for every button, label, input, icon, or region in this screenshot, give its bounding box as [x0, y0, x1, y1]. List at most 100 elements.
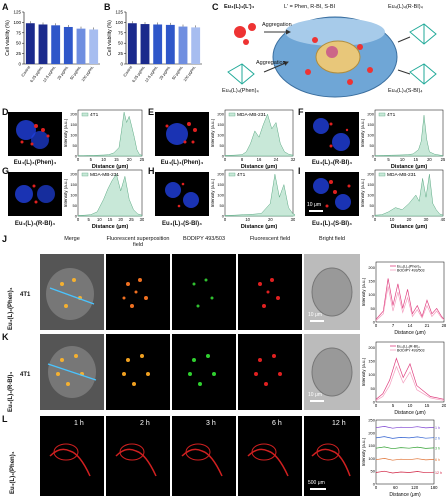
h-ytick-label: 200 — [217, 172, 224, 177]
d-xtick-label: 0 — [77, 157, 80, 162]
micro-f-image — [313, 118, 350, 151]
red-particles — [234, 23, 373, 85]
i-ylabel: Intensity (a.u.) — [361, 178, 365, 207]
h-ytick-label: 50 — [220, 203, 225, 208]
a-bar — [89, 29, 99, 64]
time-3h: 3 h — [206, 420, 216, 427]
l-series-line — [375, 446, 435, 450]
i-xtick-label: 40 — [441, 217, 445, 222]
col-header-merge: Merge — [64, 236, 80, 242]
panel-label-f: F — [298, 107, 304, 117]
f-legend-label: 4T1 — [387, 112, 396, 118]
j-ytick-label: 100 — [368, 292, 375, 297]
caption-d: Eu₄(L)₄(Phen)₄ — [13, 160, 57, 166]
k-legend-label: Eu₄(L)₄(R-BI)₄ — [397, 345, 420, 349]
c-right-bottom-label: Eu₄(L)₄(S-BI)₄ — [388, 88, 423, 94]
d-xtick-label: 10 — [101, 157, 106, 162]
j-bodipy — [172, 254, 236, 330]
i-ytick-label: 100 — [367, 193, 374, 198]
b-ytick-label: 50 — [118, 41, 124, 46]
b-xtick-label: 100 μg/mL — [183, 65, 197, 82]
time-12h: 12 h — [332, 420, 346, 427]
k-ytick-label: 100 — [368, 372, 375, 377]
b-bar — [140, 24, 150, 64]
h-legend-label: 4T1 — [237, 172, 246, 178]
l-series-line — [375, 470, 435, 474]
k-fluorescent-image — [254, 354, 282, 386]
panel-label-g: G — [2, 166, 10, 176]
g-legend-swatch — [81, 172, 89, 177]
b-ytick-label: 100 — [115, 20, 123, 25]
b-ytick-label: 0 — [120, 62, 123, 67]
row-label-j-cell: 4T1 — [20, 292, 31, 298]
f-legend-swatch — [378, 112, 386, 117]
l-ytick-label: 200 — [368, 430, 375, 435]
f-xtick-label: 10 — [400, 157, 405, 162]
j-fluorescent — [238, 254, 302, 330]
g-ytick-label: 100 — [70, 193, 77, 198]
cluster-right-top — [409, 23, 437, 45]
col-header-bright: Bright field — [319, 236, 345, 242]
c-aggregation-2: Aggregation — [256, 60, 286, 66]
j-legend-label: Eu₄(L)₄(Phen)₄ — [397, 265, 422, 269]
i-xtick-label: 0 — [374, 217, 377, 222]
a-xtick-label: Control — [21, 65, 31, 77]
i-legend-label: MDA-MB-231 — [387, 172, 416, 178]
b-ytick-label: 75 — [118, 30, 124, 35]
j-fluorescent-image — [258, 278, 280, 308]
g-xtick-label: 25 — [129, 217, 134, 222]
e-ylabel: Intensity (a.u.) — [211, 118, 215, 147]
g-ytick-label: 50 — [73, 203, 78, 208]
caption-i: Eu₄(L)₄(S-BI)₄ — [312, 221, 352, 227]
caption-e: Eu₄(L)₄(Phen)₄ — [160, 160, 204, 166]
micro-g-image — [15, 184, 55, 204]
i-xtick-label: 20 — [407, 217, 412, 222]
f-ytick-label: 200 — [367, 112, 374, 117]
l-12h: 12 h 500 μm — [304, 416, 360, 496]
l-xtick-label: 0 — [375, 485, 378, 490]
k-merge — [40, 334, 104, 410]
time-1h: 1 h — [74, 420, 84, 427]
micro-i-image — [313, 178, 351, 210]
l-3h-image — [181, 443, 223, 477]
l-2h: 2 h — [106, 416, 170, 496]
g-ytick-label: 0 — [75, 214, 78, 219]
e-xtick-label: 16 — [257, 157, 262, 162]
f-frame — [374, 109, 444, 157]
l-ytick-label: 50 — [371, 469, 376, 474]
caption-f: Eu₄(L)₄(R-BI)₄ — [311, 160, 353, 166]
a-xtick-label: 12.5 μg/mL — [42, 65, 56, 83]
l-xlabel: Distance (μm) — [389, 492, 421, 498]
l-6h-image — [247, 443, 289, 477]
scalebar-j-text: 10 μm — [308, 312, 322, 318]
b-xtick-label: 25 μg/mL — [159, 65, 171, 80]
f-xlabel: Distance (μm) — [391, 164, 428, 170]
col-header-superposition: Fluorescent superposition field — [106, 236, 170, 248]
k-fluorescent — [238, 334, 302, 410]
panel-label-j: J — [2, 234, 8, 244]
caption-g: Eu₄(L)₄(R-BI)₄ — [14, 221, 56, 227]
b-ylabel: Cell viability (%) — [107, 20, 113, 56]
scalebar-i — [309, 210, 323, 212]
l-12h-image — [311, 443, 351, 477]
d-xtick-label: 25 — [140, 157, 144, 162]
f-ytick-label: 150 — [367, 122, 374, 127]
f-ytick-label: 100 — [367, 133, 374, 138]
e-ytick-label: 50 — [220, 143, 225, 148]
j-ytick-label: 50 — [371, 306, 376, 311]
l-ytick-label: 100 — [368, 456, 375, 461]
l-xtick-label: 120 — [411, 485, 419, 490]
b-ytick-label: 125 — [115, 10, 123, 15]
j-series-line — [375, 278, 445, 320]
h-ytick-label: 150 — [217, 182, 224, 187]
micro-f — [305, 112, 359, 156]
k-bodipy — [172, 334, 236, 410]
micro-e-image — [165, 122, 197, 145]
j-superposition — [106, 254, 170, 330]
j-series-line — [375, 286, 445, 321]
b-xtick-label: 50 μg/mL — [171, 65, 183, 80]
f-xtick-label: 15 — [413, 157, 418, 162]
time-6h: 6 h — [272, 420, 282, 427]
